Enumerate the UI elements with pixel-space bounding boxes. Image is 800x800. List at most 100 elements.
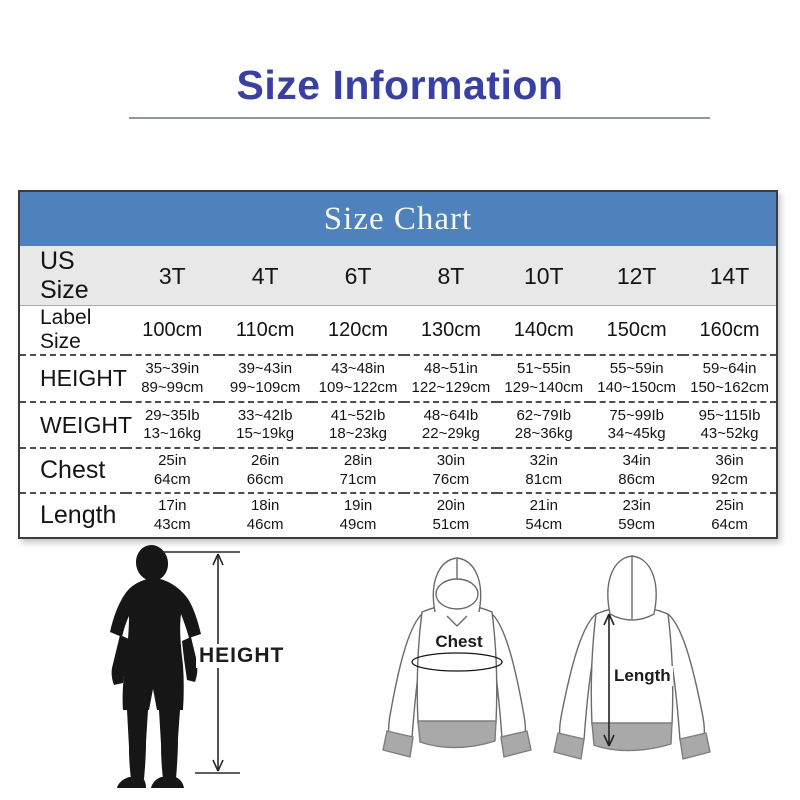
cell-line: 150~162cm — [690, 378, 769, 396]
size-chart-header: Size Chart — [20, 192, 776, 247]
table-cell: 36in 92cm — [683, 447, 776, 493]
table-cell: 62~79Ib 28~36kg — [497, 401, 591, 448]
cell-line: 19in — [343, 497, 373, 515]
cell-line: 51cm — [432, 515, 470, 533]
table-cell: 160cm — [683, 305, 776, 355]
cell-line: 15~19kg — [236, 425, 295, 442]
cell-line: 34~45kg — [607, 425, 666, 442]
cell-line: 20in — [436, 497, 466, 515]
table-cell: 48~51in 122~129cm — [404, 354, 498, 402]
table-cell: 25in 64cm — [683, 492, 776, 537]
cell-line: 59~64in — [702, 360, 757, 378]
table-cell: 59~64in 150~162cm — [683, 354, 776, 402]
cell-line: 18~23kg — [329, 425, 387, 442]
cell-line: 33~42Ib — [237, 406, 293, 424]
table-cell: 19in 49cm — [311, 492, 405, 537]
us-size-8t: 8T — [437, 262, 465, 289]
table-cell: 29~35Ib 13~16kg — [125, 401, 219, 448]
length-row: Length 17in 43cm 18in 46cm 19in 49cm 20in 51… — [20, 492, 776, 537]
table-cell: 39~43in 99~109cm — [218, 354, 312, 402]
cell-line: 49cm — [339, 515, 377, 533]
cell-line: 59cm — [618, 515, 655, 533]
cell-line: 26in — [250, 452, 280, 470]
cell-line: 35~39in — [145, 360, 200, 378]
cell-line: 48~51in — [423, 360, 478, 378]
table-cell: 48~64Ib 22~29kg — [404, 401, 498, 448]
cell-line: 54cm — [525, 515, 563, 533]
table-cell: 17in 43cm — [125, 492, 219, 537]
cell-line: 28~36kg — [514, 425, 573, 442]
cell-line: 25in — [158, 452, 187, 470]
table-cell: 41~52Ib 18~23kg — [311, 401, 405, 448]
cell-line: 99~109cm — [229, 378, 301, 396]
table-cell: 51~55in 129~140cm — [497, 354, 591, 402]
size-chart-table: Size Chart US Size 3T 4T 6T 8T 10T 12T 1… — [18, 190, 778, 539]
weight-row: WEIGHT 29~35Ib 13~16kg 33~42Ib 15~19kg 41~… — [20, 401, 776, 448]
cell-line: 122~129cm — [411, 378, 491, 396]
hoodie-back-illustration — [553, 555, 711, 760]
row-label-length: Length — [20, 492, 126, 537]
table-cell: 30in 76cm — [404, 447, 498, 493]
us-size-14t: 14T — [709, 262, 750, 289]
table-cell: 33~42Ib 15~19kg — [218, 401, 312, 448]
table-cell: 55~59in 140~150cm — [590, 354, 684, 402]
table-cell: 18in 46cm — [218, 492, 312, 537]
cell-line: 25in — [715, 497, 744, 515]
cell-line: 46cm — [246, 515, 284, 533]
table-cell: 28in 71cm — [311, 447, 405, 493]
cell-line: 62~79Ib — [516, 406, 572, 424]
cell-line: 30in — [436, 452, 466, 470]
table-cell: 130cm — [404, 305, 498, 355]
child-silhouette-illustration — [110, 545, 201, 788]
cell-line: 29~35Ib — [144, 406, 200, 424]
cell-line: 39~43in — [238, 360, 293, 378]
cell-line: 51~55in — [516, 360, 571, 378]
cell-line: 76cm — [432, 470, 470, 488]
row-label-height: HEIGHT — [20, 354, 127, 402]
cell-line: 140~150cm — [597, 378, 677, 396]
title-underline — [129, 117, 710, 119]
hoodie-front-illustration — [382, 557, 532, 758]
cell-line: 64cm — [153, 470, 191, 488]
chest-row: Chest 25in 64cm 26in 66cm 28in 71cm 30in 76c… — [20, 447, 776, 493]
us-size-row: US Size 3T 4T 6T 8T 10T 12T 14T — [20, 247, 776, 306]
table-cell: 26in 66cm — [218, 447, 312, 493]
table-cell: 75~99Ib 34~45kg — [590, 401, 684, 448]
label-size-row: Label Size 100cm 110cm 120cm 130cm 140cm… — [20, 305, 776, 355]
page-title: Size Information — [236, 62, 564, 108]
table-cell: 20in 51cm — [404, 492, 498, 537]
table-cell: 140cm — [497, 305, 591, 355]
cell-line: 129~140cm — [504, 378, 584, 396]
cell-line: 92cm — [711, 470, 748, 488]
cell-line: 17in — [158, 497, 187, 515]
cell-line: 43cm — [153, 515, 191, 533]
table-cell: 25in 64cm — [125, 447, 219, 493]
length-diagram-label: Length — [612, 666, 673, 686]
table-cell: 21in 54cm — [497, 492, 591, 537]
height-diagram-label: HEIGHT — [196, 644, 288, 668]
row-label-weight: WEIGHT — [20, 401, 132, 448]
row-label-label-size: Label Size — [20, 305, 126, 355]
cell-line: 36in — [715, 452, 744, 470]
cell-line: 71cm — [339, 470, 377, 488]
cell-line: 43~48in — [331, 360, 385, 378]
cell-line: 23in — [622, 497, 651, 515]
cell-line: 13~16kg — [143, 425, 202, 442]
cell-line: 22~29kg — [421, 425, 480, 442]
table-cell: 100cm — [125, 305, 219, 355]
cell-line: 43~52kg — [700, 425, 759, 442]
us-size-12t: 12T — [616, 262, 657, 289]
cell-line: 81cm — [525, 470, 563, 488]
cell-line: 86cm — [618, 470, 655, 488]
size-chart-grid: US Size 3T 4T 6T 8T 10T 12T 14T Label Si… — [20, 247, 776, 537]
height-row: HEIGHT 35~39in 89~99cm 39~43in 99~109cm 43… — [20, 354, 776, 402]
cell-line: 21in — [529, 497, 558, 515]
cell-line: 41~52Ib — [330, 406, 386, 424]
row-label-chest: Chest — [20, 447, 126, 493]
table-cell: 120cm — [311, 305, 405, 355]
table-cell: 32in 81cm — [497, 447, 591, 493]
cell-line: 64cm — [711, 515, 748, 533]
table-cell: 95~115Ib 43~52kg — [683, 401, 776, 448]
cell-line: 55~59in — [609, 360, 664, 378]
